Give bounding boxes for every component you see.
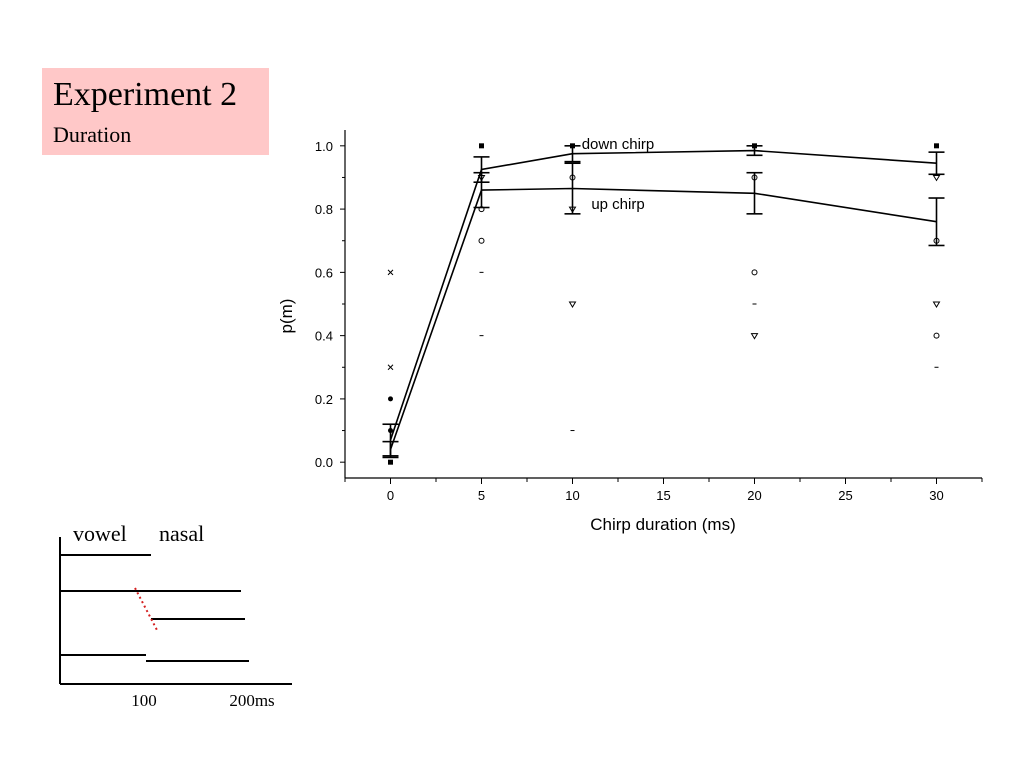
chart-axes: 0.0 0.2 0.4 0.6 0.8 1.0 0 5 10 15 20 25 30 <box>315 130 983 503</box>
series-label: up chirp <box>591 196 644 213</box>
x-tick-label: 5 <box>478 488 485 503</box>
chirp-transition-line <box>134 587 159 633</box>
x-tick-label: 25 <box>838 488 852 503</box>
y-tick-label: 0.2 <box>315 392 333 407</box>
scatter-point-triangle <box>568 301 577 308</box>
scatter-point-cross <box>387 364 394 371</box>
x-tick-label: 0 <box>387 488 394 503</box>
series-label: down chirp <box>582 136 655 153</box>
chart-marks: down chirp up chirp <box>382 136 945 465</box>
scatter-point-triangle <box>932 301 941 308</box>
tick-200ms: 200ms <box>229 691 274 710</box>
scatter-point-square <box>934 143 939 149</box>
slide-title: Experiment 2 <box>53 76 238 113</box>
x-tick-label: 15 <box>656 488 670 503</box>
scatter-point-circle <box>478 237 485 244</box>
title-box: Experiment 2 Duration <box>42 68 269 155</box>
y-tick-label: 0.6 <box>315 265 333 280</box>
scatter-point-triangle <box>750 333 759 340</box>
y-tick-label: 1.0 <box>315 139 333 154</box>
y-tick-label: 0.8 <box>315 202 333 217</box>
scatter-point-circle <box>933 332 940 339</box>
scatter-point-square <box>479 143 484 149</box>
x-tick-label: 30 <box>929 488 943 503</box>
y-tick-label: 0.0 <box>315 455 333 470</box>
x-tick-label: 20 <box>747 488 761 503</box>
tick-100: 100 <box>131 691 157 710</box>
scatter-point-cross <box>387 269 394 276</box>
y-axis-label: p(m) <box>277 299 296 334</box>
scatter-point-triangle <box>932 174 941 182</box>
x-tick-label: 10 <box>565 488 579 503</box>
scatter-point-dot <box>388 396 393 402</box>
x-axis-label: Chirp duration (ms) <box>590 515 736 534</box>
label-vowel: vowel <box>73 521 127 546</box>
scatter-point-square <box>388 459 393 465</box>
scatter-point-circle <box>751 269 758 276</box>
slide-subtitle: Duration <box>53 122 132 147</box>
label-nasal: nasal <box>159 521 204 546</box>
y-tick-label: 0.4 <box>315 329 333 344</box>
